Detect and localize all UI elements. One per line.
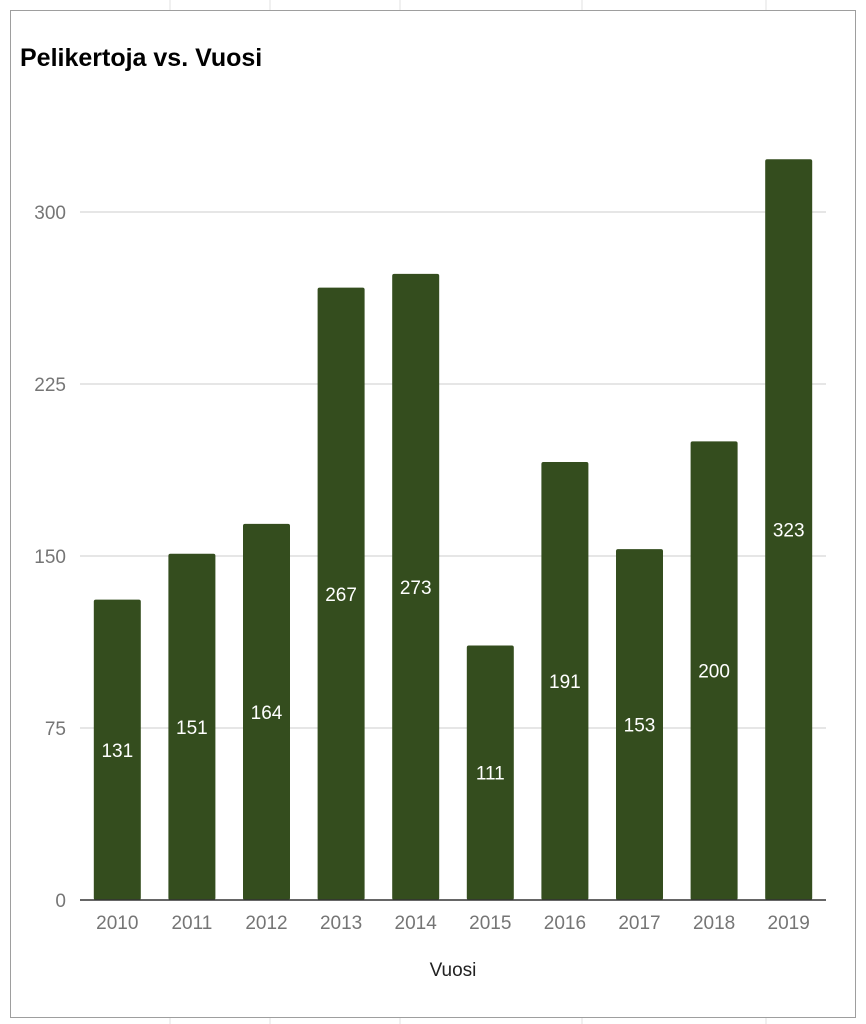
x-tick-label: 2018 (693, 913, 735, 934)
y-tick-label: 150 (34, 547, 66, 568)
x-tick-label: 2012 (245, 913, 287, 934)
data-label: 111 (476, 764, 505, 785)
x-axis-title: Vuosi (430, 960, 477, 981)
x-tick-label: 2013 (320, 913, 362, 934)
data-label: 323 (773, 521, 805, 542)
bar[interactable] (616, 549, 663, 900)
data-label: 153 (624, 716, 656, 737)
bar[interactable] (168, 553, 216, 900)
bar[interactable] (541, 461, 589, 900)
bar[interactable] (765, 159, 813, 901)
x-tick-label: 2019 (768, 913, 810, 934)
x-tick-label: 2017 (618, 913, 660, 934)
data-label: 200 (698, 662, 730, 683)
x-tick-label: 2010 (96, 913, 138, 934)
data-label: 273 (400, 578, 432, 599)
y-tick-label: 75 (45, 719, 66, 740)
bar[interactable] (243, 523, 290, 900)
bar[interactable] (466, 645, 514, 900)
bar[interactable] (93, 599, 141, 900)
y-tick-label: 0 (55, 891, 66, 912)
x-tick-label: 2016 (544, 913, 586, 934)
data-label: 267 (325, 585, 357, 606)
data-label: 164 (251, 703, 283, 724)
y-tick-label: 300 (34, 203, 66, 224)
chart-title: Pelikertoja vs. Vuosi (20, 44, 263, 72)
y-tick-label: 225 (34, 375, 66, 396)
x-tick-label: 2015 (469, 913, 511, 934)
x-tick-label: 2011 (171, 913, 212, 934)
bar[interactable] (392, 273, 440, 900)
x-tick-label: 2014 (395, 913, 438, 934)
data-label: 131 (101, 741, 133, 762)
data-label: 151 (176, 718, 208, 739)
bar[interactable] (317, 287, 365, 900)
data-label: 191 (549, 672, 581, 693)
bar[interactable] (690, 441, 738, 900)
